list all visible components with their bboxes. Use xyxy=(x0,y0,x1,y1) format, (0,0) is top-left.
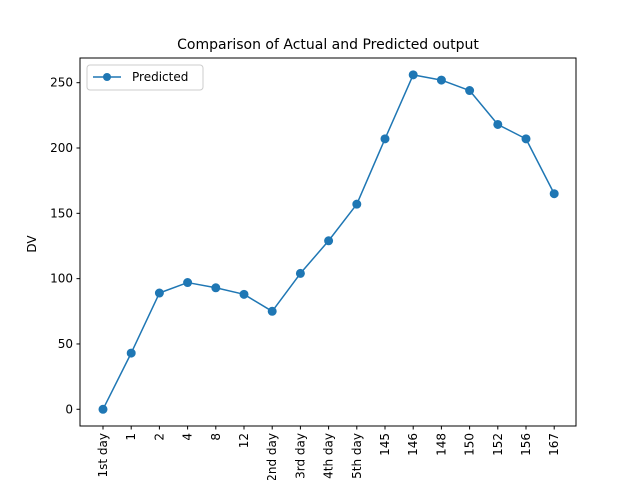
x-tick-label: 3rd day xyxy=(293,433,307,479)
data-point xyxy=(126,348,136,358)
data-point xyxy=(380,134,390,144)
data-point xyxy=(98,404,108,414)
x-tick-label: 5th day xyxy=(350,433,364,479)
data-point xyxy=(211,283,221,293)
x-tick-label: 150 xyxy=(463,433,477,456)
data-point xyxy=(521,134,531,144)
legend: Predicted xyxy=(86,64,204,91)
y-axis: 0 50 100 150 200 250 xyxy=(50,76,80,416)
y-tick-label: 250 xyxy=(50,76,73,90)
data-point xyxy=(408,70,418,80)
x-tick-label: 145 xyxy=(378,433,392,456)
plot-frame xyxy=(79,57,577,427)
x-tick-label: 4 xyxy=(181,433,195,441)
data-point xyxy=(465,86,475,96)
x-tick-label: 1 xyxy=(124,433,138,441)
data-point xyxy=(436,75,446,85)
x-tick-label: 2nd day xyxy=(265,433,279,480)
data-point xyxy=(324,236,334,246)
x-tick-label: 146 xyxy=(406,433,420,456)
x-tick-label: 156 xyxy=(519,433,533,456)
chart-title: Comparison of Actual and Predicted outpu… xyxy=(177,37,479,53)
data-point xyxy=(183,278,193,288)
data-point xyxy=(549,189,559,199)
data-point xyxy=(352,199,362,209)
legend-box xyxy=(86,64,204,91)
y-tick-label: 150 xyxy=(50,206,73,220)
y-tick-label: 100 xyxy=(50,272,73,286)
y-tick-label: 0 xyxy=(65,402,73,416)
x-tick-label: 2 xyxy=(152,433,166,441)
x-tick-label: 152 xyxy=(491,433,505,456)
x-tick-label: 8 xyxy=(209,433,223,441)
x-tick-label: 4th day xyxy=(322,433,336,479)
data-point xyxy=(295,268,305,278)
y-tick-label: 200 xyxy=(50,141,73,155)
y-axis-label: DV xyxy=(25,235,39,253)
legend-label: Predicted xyxy=(132,70,188,84)
x-axis: 1st day 1 2 4 8 12 2nd day 3rd day 4th day 5th da… xyxy=(96,426,561,480)
legend-marker xyxy=(103,73,111,81)
y-tick-label: 50 xyxy=(58,337,73,351)
data-point xyxy=(239,289,249,299)
plot-area xyxy=(98,70,559,414)
data-point xyxy=(493,119,503,129)
x-tick-label: 148 xyxy=(434,433,448,456)
x-tick-label: 12 xyxy=(237,433,251,448)
data-point xyxy=(267,306,277,316)
x-tick-label: 167 xyxy=(547,433,561,456)
x-tick-label: 1st day xyxy=(96,433,110,477)
data-point xyxy=(154,288,164,298)
